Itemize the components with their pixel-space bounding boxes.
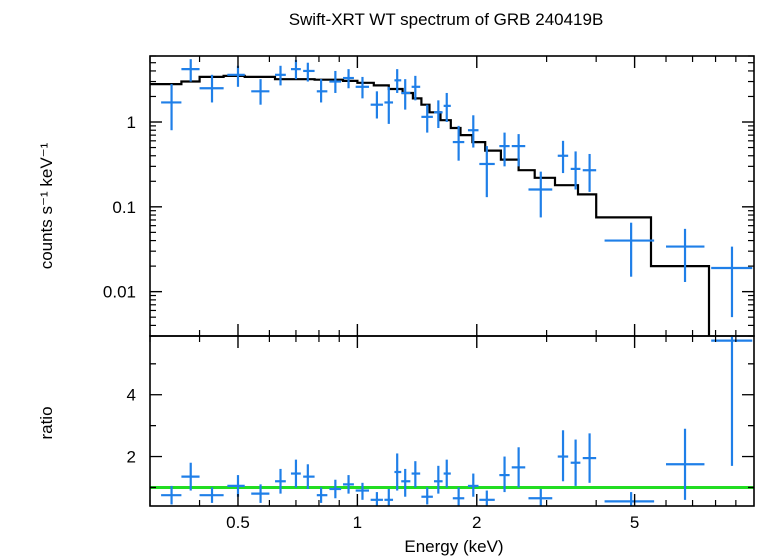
ratio-point-15 <box>394 453 402 491</box>
y-tick-label: 0.1 <box>112 198 136 217</box>
x-axis-label: Energy (keV) <box>404 537 503 556</box>
spectrum-point-22 <box>467 115 479 148</box>
spectrum-point-12 <box>355 76 370 99</box>
x-tick-label: 2 <box>472 513 481 532</box>
spectrum-point-30 <box>604 222 655 277</box>
y-tick-label: 0.01 <box>103 283 136 302</box>
model-step-curve <box>150 74 711 336</box>
ratio-point-8 <box>303 464 315 489</box>
model-curve-layer <box>150 74 711 336</box>
spectrum-axis-ticks: 1 0.1 0.01 <box>103 55 754 337</box>
ratio-data-points <box>161 336 753 506</box>
ratio-point-21 <box>452 487 465 506</box>
spectrum-point-25 <box>511 134 526 167</box>
spectrum-point-7 <box>290 59 301 80</box>
spectrum-point-11 <box>343 69 354 89</box>
x-tick-label: 0.5 <box>226 513 250 532</box>
spectrum-point-6 <box>275 65 286 86</box>
ratio-point-28 <box>570 439 581 486</box>
ratio-point-30 <box>604 492 655 506</box>
spectrum-panel: 1 0.1 0.01 counts s⁻¹ keV⁻¹ <box>37 55 755 337</box>
x-tick-label: 5 <box>630 513 639 532</box>
y-tick-label: 2 <box>127 448 136 467</box>
ratio-point-26 <box>528 489 553 506</box>
spectrum-plot-frame <box>149 55 755 337</box>
ratio-point-31 <box>666 428 705 500</box>
spectrum-point-3 <box>199 74 224 103</box>
ratio-point-5 <box>251 484 270 503</box>
spectrum-point-2 <box>181 59 200 82</box>
spectrum-point-13 <box>370 91 383 119</box>
ratio-point-12 <box>355 482 370 500</box>
spectrum-point-26 <box>528 171 553 218</box>
chart-title: Swift-XRT WT spectrum of GRB 240419B <box>289 10 604 29</box>
spectrum-point-16 <box>401 79 411 110</box>
ratio-point-4 <box>227 475 245 497</box>
ratio-point-13 <box>370 492 383 506</box>
ratio-point-17 <box>411 461 421 488</box>
ratio-point-18 <box>421 487 433 505</box>
spectrum-point-5 <box>251 79 270 105</box>
spectrum-point-14 <box>384 86 394 124</box>
spectrum-point-4 <box>227 65 245 87</box>
ratio-point-10 <box>329 479 342 499</box>
ratio-point-20 <box>443 459 451 488</box>
ratio-y-axis-label: ratio <box>37 406 56 439</box>
ratio-point-23 <box>479 490 495 506</box>
ratio-panel: 0.5 1 2 5 2 4 ratio Energy (keV) <box>37 335 755 556</box>
ratio-point-6 <box>275 468 286 494</box>
ratio-point-11 <box>343 475 354 494</box>
spectrum-point-31 <box>666 228 705 282</box>
spectrum-point-29 <box>582 153 597 192</box>
spectrum-point-19 <box>433 100 443 128</box>
spectrum-point-10 <box>329 70 342 93</box>
spectrum-point-17 <box>411 75 421 101</box>
ratio-point-22 <box>467 473 479 497</box>
spectrum-point-8 <box>303 62 315 82</box>
spectrum-point-32 <box>711 246 753 318</box>
ratio-point-3 <box>199 487 224 503</box>
ratio-point-9 <box>316 487 328 503</box>
spectrum-point-20 <box>443 92 451 123</box>
spectrum-data-points <box>161 59 753 318</box>
ratio-point-1 <box>161 485 182 505</box>
ratio-point-14 <box>384 489 394 506</box>
ratio-plot-frame <box>149 335 755 507</box>
ratio-axis-ticks: 0.5 1 2 5 2 4 <box>127 336 754 532</box>
spectrum-point-9 <box>316 79 328 103</box>
spectrum-point-23 <box>479 146 495 198</box>
spectrum-point-18 <box>421 104 433 133</box>
ratio-point-27 <box>557 430 569 482</box>
ratio-point-2 <box>181 462 200 491</box>
ratio-point-7 <box>290 459 301 488</box>
x-tick-label: 1 <box>353 513 362 532</box>
ratio-point-16 <box>401 468 411 497</box>
ratio-point-29 <box>582 433 597 483</box>
spectrum-point-21 <box>452 125 465 161</box>
y-tick-label: 4 <box>127 386 136 405</box>
spectrum-point-27 <box>557 140 569 174</box>
ratio-point-25 <box>511 447 526 488</box>
spectrum-point-15 <box>394 69 402 93</box>
ratio-point-19 <box>433 465 443 494</box>
spectrum-point-1 <box>161 84 182 131</box>
ratio-point-24 <box>499 456 510 493</box>
ratio-point-32 <box>711 336 753 466</box>
spectrum-point-28 <box>570 151 581 190</box>
spectrum-y-axis-label: counts s⁻¹ keV⁻¹ <box>37 142 56 269</box>
spectrum-point-24 <box>499 132 510 167</box>
y-tick-label: 1 <box>127 113 136 132</box>
